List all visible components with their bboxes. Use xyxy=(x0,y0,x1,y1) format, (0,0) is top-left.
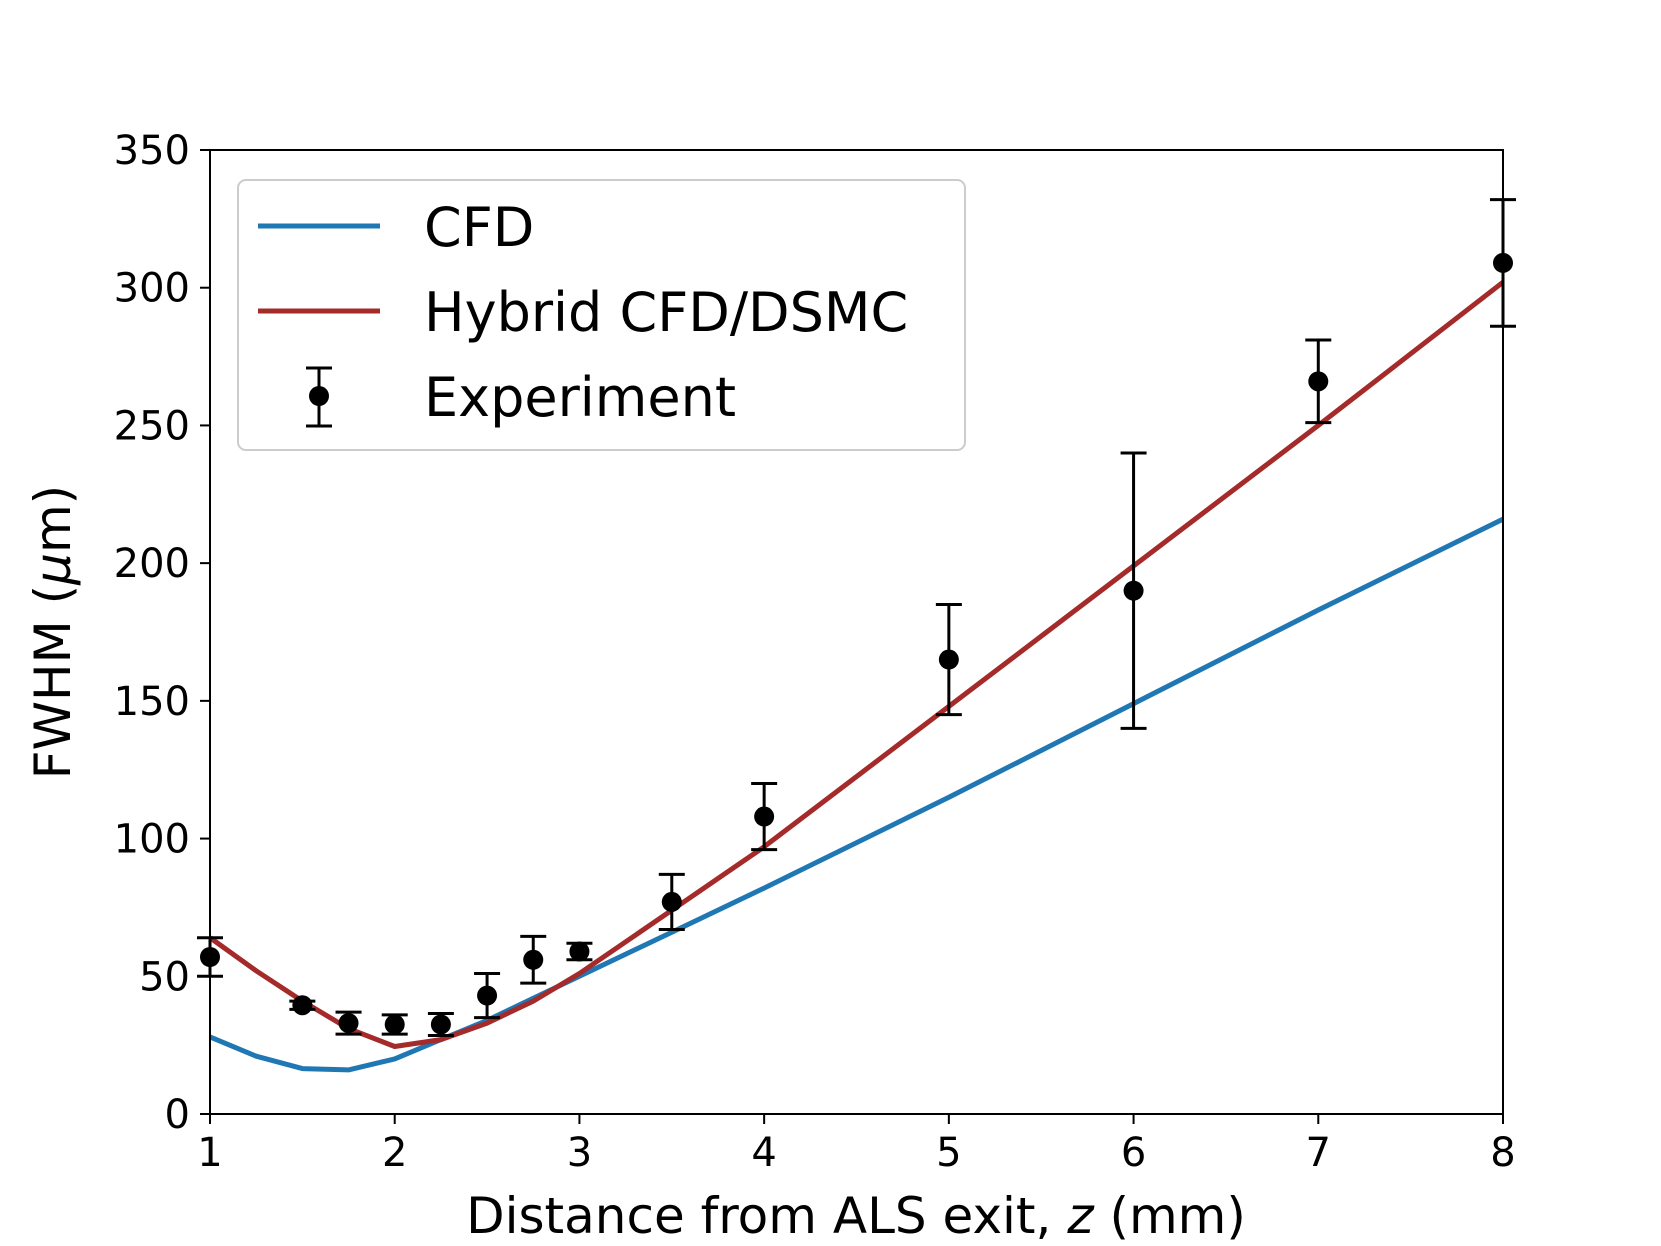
data-point xyxy=(569,941,590,962)
legend-box xyxy=(237,179,966,451)
data-point xyxy=(1123,580,1144,601)
x-tick-label: 2 xyxy=(382,1130,407,1176)
data-point xyxy=(754,806,775,827)
axis-ticks: 1 2 3 4 5 6 7 8 0 50 100 150 200 250 300 350 xyxy=(114,128,1516,1176)
y-axis-label-suffix: m) xyxy=(24,485,82,553)
x-axis-label-prefix: Distance from ALS exit, xyxy=(466,1187,1067,1245)
y-tick-label: 200 xyxy=(114,541,190,587)
y-tick-label: 250 xyxy=(114,403,190,449)
series-line-hybrid xyxy=(208,280,1505,1049)
data-point xyxy=(523,949,544,970)
data-point xyxy=(1308,371,1329,392)
y-tick-label: 50 xyxy=(139,954,190,1000)
x-tick-label: 6 xyxy=(1121,1130,1146,1176)
x-tick-label: 3 xyxy=(567,1130,592,1176)
y-tick-label: 100 xyxy=(114,817,190,863)
legend-label-cfd: CFD xyxy=(424,196,534,259)
y-axis-label-variable: μ xyxy=(24,553,82,586)
y-tick-label: 350 xyxy=(114,128,190,174)
data-point xyxy=(477,985,498,1006)
data-point xyxy=(661,891,682,912)
y-tick-label: 300 xyxy=(114,266,190,312)
x-axis-label-variable: z xyxy=(1066,1187,1095,1245)
axes-frame xyxy=(209,149,1504,1115)
x-axis-label-suffix: (mm) xyxy=(1094,1187,1246,1245)
y-axis-label: FWHM (μm) xyxy=(24,485,82,779)
x-axis-label: Distance from ALS exit, z (mm) xyxy=(466,1187,1246,1245)
y-axis-label-prefix: FWHM ( xyxy=(24,585,82,779)
legend: CFD Hybrid CFD/DSMC Experiment xyxy=(237,179,966,451)
plot-area xyxy=(197,198,1516,1073)
x-tick-label: 7 xyxy=(1306,1130,1331,1176)
data-point xyxy=(938,649,959,670)
y-tick-label: 150 xyxy=(114,679,190,725)
x-tick-label: 8 xyxy=(1490,1130,1515,1176)
x-tick-label: 5 xyxy=(936,1130,961,1176)
data-point xyxy=(292,995,313,1016)
legend-label-hybrid: Hybrid CFD/DSMC xyxy=(424,281,908,344)
legend-swatch-experiment xyxy=(306,366,332,428)
x-tick-label: 4 xyxy=(751,1130,776,1176)
x-tick-label: 1 xyxy=(197,1130,222,1176)
data-point xyxy=(430,1014,451,1035)
y-tick-label: 0 xyxy=(165,1092,190,1138)
data-point xyxy=(384,1014,405,1035)
data-point xyxy=(338,1013,359,1034)
legend-label-experiment: Experiment xyxy=(424,366,736,429)
